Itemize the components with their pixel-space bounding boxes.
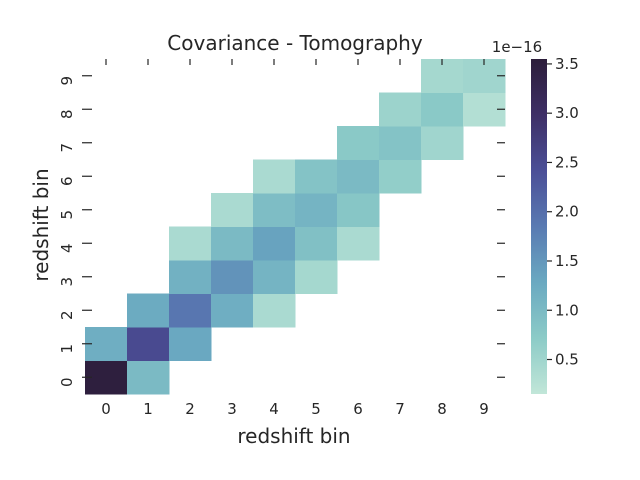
heatmap-cell: [337, 126, 380, 160]
x-tick-label: 9: [479, 400, 489, 418]
y-tick-label: 8: [58, 109, 76, 119]
heatmap-cell: [295, 260, 338, 294]
x-tick-label: 8: [437, 400, 447, 418]
heatmap-cell: [337, 159, 380, 194]
x-tick-label: 5: [311, 400, 321, 418]
y-tick-label: 5: [58, 210, 76, 220]
colorbar-tick-label: 3.5: [555, 55, 579, 73]
x-tick-label: 3: [227, 400, 237, 418]
heatmap-cell: [253, 159, 296, 194]
y-tick-label: 7: [58, 143, 76, 153]
heatmap-cell: [127, 360, 170, 395]
heatmap-cell: [85, 327, 128, 361]
y-tick-label: 1: [58, 344, 76, 354]
heatmap-cell: [169, 293, 212, 328]
y-axis-label: redshift bin: [29, 168, 53, 281]
heatmap-cell: [169, 260, 212, 294]
heatmap-cell: [127, 327, 170, 361]
x-tick-label: 1: [143, 400, 153, 418]
axis-ticks: 0 1 2 3 4 5 6 7 8 9 0 1 2 3 4 5 6 7 8 9: [58, 59, 505, 418]
heatmap-cell: [421, 92, 464, 127]
heatmap-cell: [211, 226, 254, 261]
chart-title: Covariance - Tomography: [167, 31, 423, 55]
colorbar-tick-label: 1.5: [555, 252, 579, 270]
colorbar-ticks: 0.5 1.0 1.5 2.0 2.5 3.0 3.5: [547, 55, 579, 369]
colorbar-tick-label: 0.5: [555, 351, 579, 369]
x-tick-label: 7: [395, 400, 405, 418]
heatmap-cell: [337, 193, 380, 227]
heatmap-cell: [253, 226, 296, 261]
x-tick-label: 0: [101, 400, 111, 418]
colorbar-tick-label: 2.5: [555, 153, 579, 171]
heatmap-cell: [211, 293, 254, 328]
x-tick-label: 4: [269, 400, 279, 418]
y-tick-label: 3: [58, 277, 76, 287]
y-tick-label: 0: [58, 377, 76, 387]
colorbar-offset-label: 1e−16: [492, 38, 542, 56]
heatmap-cell: [211, 193, 254, 227]
y-tick-label: 6: [58, 176, 76, 186]
heatmap-cell: [379, 92, 422, 127]
colorbar-tick-label: 2.0: [555, 203, 579, 221]
heatmap-cell: [379, 126, 422, 160]
heatmap-cells: [85, 59, 506, 395]
heatmap-cell: [295, 226, 338, 261]
heatmap-cell: [169, 226, 212, 261]
heatmap-cell: [253, 193, 296, 227]
colorbar-tick-label: 3.0: [555, 104, 579, 122]
x-axis-label: redshift bin: [237, 424, 350, 448]
x-tick-label: 2: [185, 400, 195, 418]
colorbar: [531, 59, 547, 394]
y-tick-label: 9: [58, 76, 76, 86]
heatmap-cell: [337, 226, 380, 261]
heatmap-cell: [253, 293, 296, 328]
heatmap-cell: [169, 327, 212, 361]
colorbar-tick-label: 1.0: [555, 301, 579, 319]
heatmap-cell: [421, 126, 464, 160]
x-tick-label: 6: [353, 400, 363, 418]
heatmap-cell: [295, 193, 338, 227]
heatmap-cell: [85, 360, 128, 395]
heatmap-cell: [211, 260, 254, 294]
heatmap-cell: [295, 159, 338, 194]
heatmap-cell: [127, 293, 170, 328]
y-tick-label: 4: [58, 243, 76, 253]
heatmap-cell: [379, 159, 422, 194]
y-tick-label: 2: [58, 310, 76, 320]
heatmap-cell: [253, 260, 296, 294]
